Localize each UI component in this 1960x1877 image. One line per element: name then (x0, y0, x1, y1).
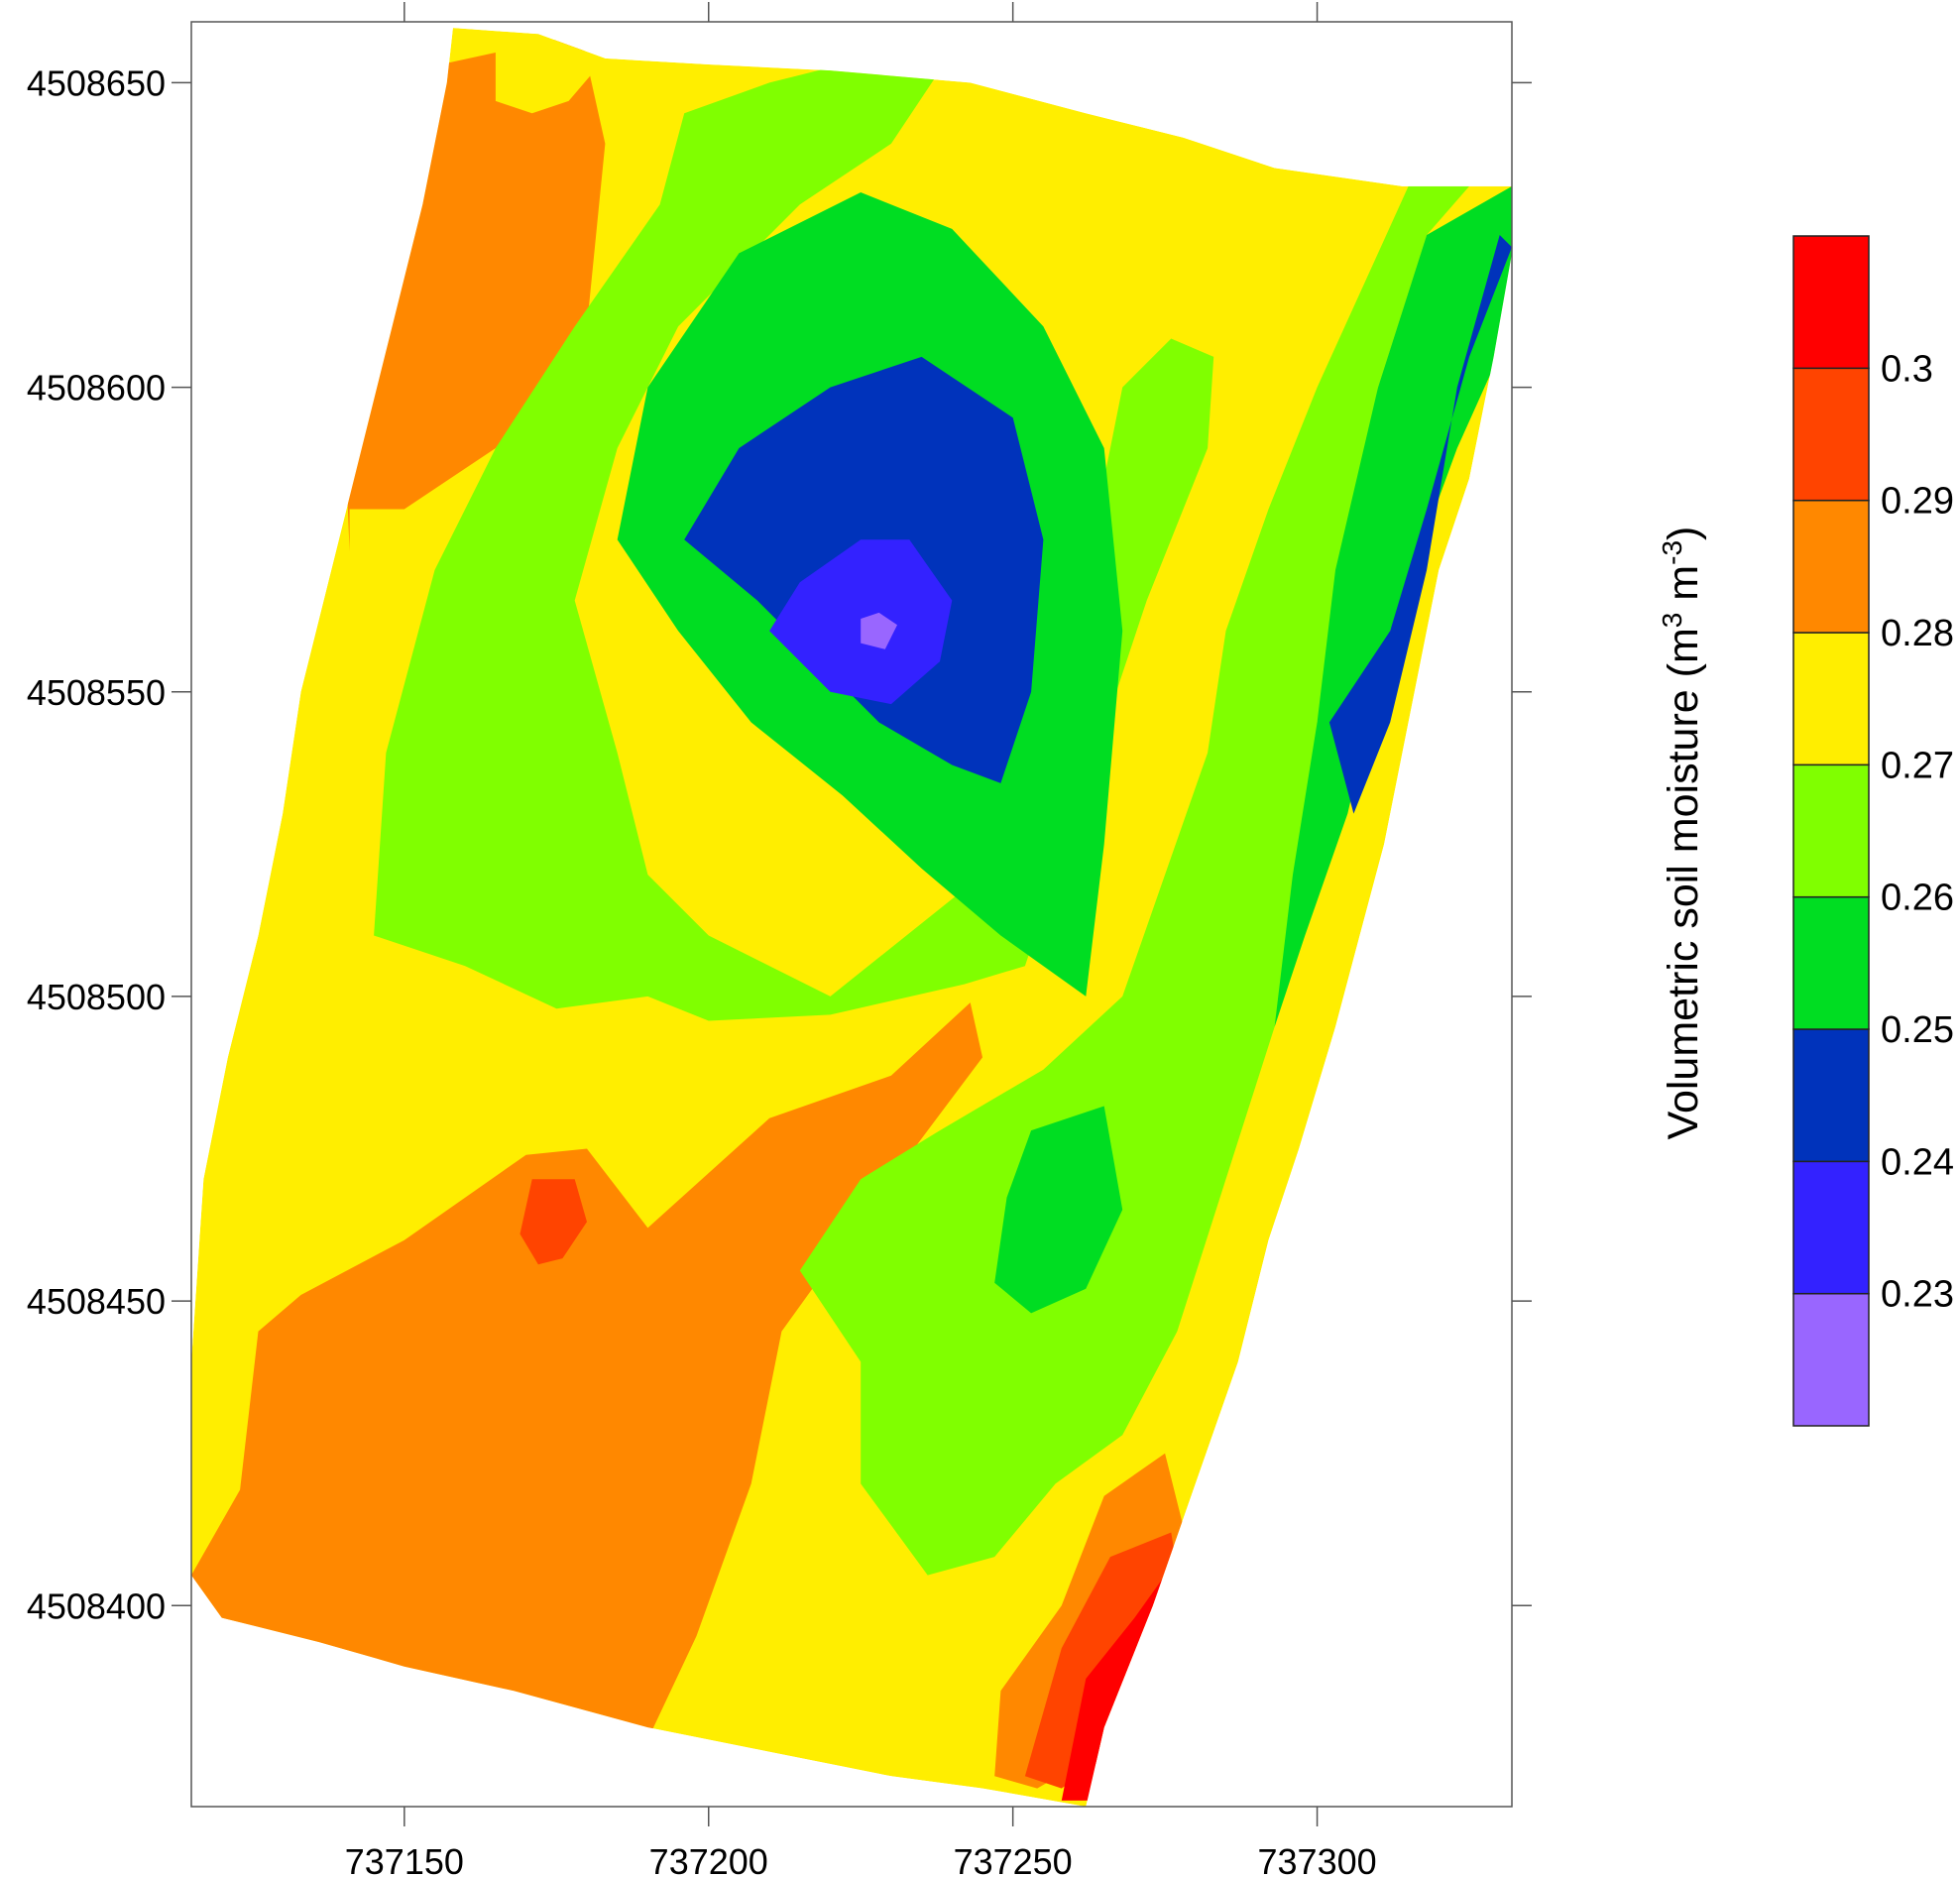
colorbar-level-label: 0.26 (1881, 878, 1954, 919)
contour-region-15 (1061, 1575, 1166, 1801)
y-tick-label: 4508450 (27, 1281, 166, 1322)
colorbar-level-label: 0.24 (1881, 1141, 1954, 1183)
plot-frame (190, 21, 1513, 1808)
y-axis: 4508400 4508450 4508500 4508550 4508600 45086… (27, 62, 1532, 1626)
contour-region-10 (1328, 235, 1512, 814)
contour-region-12 (861, 612, 897, 649)
x-tick-label: 737250 (954, 1841, 1073, 1877)
y-tick-label: 4508550 (27, 672, 166, 713)
colorbar-title-sup2: -3 (1657, 540, 1687, 565)
contour-region-4 (374, 52, 1214, 1021)
contour-region-8 (1274, 185, 1512, 1027)
colorbar-title-main: Volumetric soil moisture (m (1660, 628, 1707, 1139)
colorbar-title-end: ) (1660, 527, 1707, 540)
y-tick-label: 4508400 (27, 1585, 166, 1626)
colorbar-level-label: 0.28 (1881, 613, 1954, 654)
x-tick-label: 737200 (649, 1841, 768, 1877)
colorbar-band (1792, 895, 1870, 1030)
colorbar-title: Volumetric soil moisture (m3 m-3) (1657, 527, 1707, 1140)
contour-region-3 (495, 34, 606, 114)
colorbar-level-label: 0.25 (1881, 1009, 1954, 1051)
colorbar-band (1792, 235, 1870, 370)
colorbar-band (1792, 1292, 1870, 1427)
colorbar-title-sup1: 3 (1657, 613, 1687, 629)
contour-region-11 (769, 539, 953, 705)
y-tick-label: 4508600 (27, 368, 166, 409)
colorbar-band (1792, 632, 1870, 766)
colorbar-band (1792, 499, 1870, 634)
colorbar-level-label: 0.29 (1881, 481, 1954, 523)
colorbar-level-label: 0.3 (1881, 348, 1933, 390)
contour-fill-layer (191, 28, 1512, 1807)
colorbar-level-label: 0.23 (1881, 1274, 1954, 1316)
colorbar-title-mid: m (1660, 565, 1707, 613)
y-tick-label: 4508650 (27, 62, 166, 103)
colorbar-band (1792, 1160, 1870, 1295)
colorbar-band (1792, 1028, 1870, 1163)
colorbar-band (1792, 367, 1870, 502)
contour-region-5 (799, 185, 1469, 1576)
x-tick-label: 737150 (345, 1841, 464, 1877)
contour-region-1 (519, 1179, 587, 1265)
contour-region-0 (191, 1002, 982, 1740)
colorbar-band (1792, 763, 1870, 898)
contour-region-7 (994, 1106, 1123, 1314)
x-axis: 737150 737200 737250 737300 (345, 2, 1377, 1877)
colorbar-tick-labels: 0.3 0.29 0.28 0.27 0.26 0.25 0.24 0.23 (1881, 348, 1954, 1315)
x-tick-label: 737300 (1258, 1841, 1377, 1877)
colorbar-level-label: 0.27 (1881, 745, 1954, 786)
colorbar (1792, 235, 1870, 1427)
y-tick-label: 4508500 (27, 977, 166, 1017)
